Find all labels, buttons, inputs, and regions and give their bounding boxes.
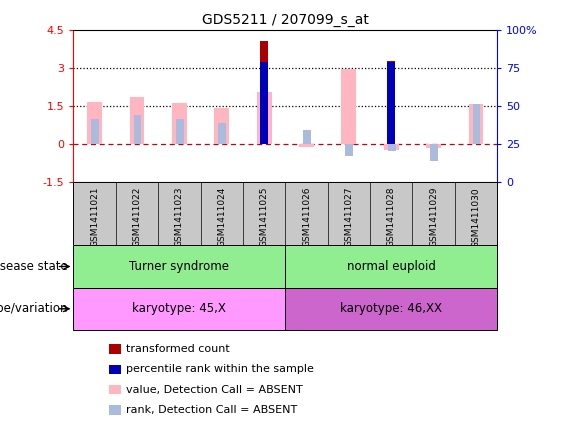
Bar bbox=[73, 245, 285, 288]
Bar bbox=[468, 104, 484, 144]
Text: percentile rank within the sample: percentile rank within the sample bbox=[126, 364, 314, 374]
Bar bbox=[303, 130, 311, 144]
Text: GSM1411024: GSM1411024 bbox=[218, 187, 226, 247]
Text: GSM1411026: GSM1411026 bbox=[302, 187, 311, 247]
Text: Turner syndrome: Turner syndrome bbox=[129, 260, 229, 273]
Text: GSM1411027: GSM1411027 bbox=[345, 187, 353, 247]
Text: genotype/variation: genotype/variation bbox=[0, 302, 68, 315]
Bar bbox=[388, 61, 395, 144]
Bar bbox=[176, 119, 184, 144]
Bar bbox=[133, 115, 141, 144]
Bar bbox=[299, 144, 314, 147]
Bar bbox=[260, 41, 268, 144]
Bar bbox=[388, 62, 395, 144]
Bar bbox=[431, 144, 438, 161]
Bar bbox=[87, 102, 102, 144]
Bar bbox=[285, 245, 497, 288]
Text: karyotype: 45,X: karyotype: 45,X bbox=[132, 302, 227, 315]
Text: GSM1411028: GSM1411028 bbox=[387, 187, 396, 247]
Bar bbox=[384, 144, 399, 150]
Text: GSM1411030: GSM1411030 bbox=[472, 187, 480, 247]
Text: rank, Detection Call = ABSENT: rank, Detection Call = ABSENT bbox=[126, 405, 297, 415]
Bar bbox=[426, 144, 441, 148]
Bar bbox=[218, 123, 226, 144]
Bar bbox=[346, 144, 353, 156]
Text: transformed count: transformed count bbox=[126, 344, 230, 354]
Bar bbox=[285, 288, 497, 330]
Text: GSM1411021: GSM1411021 bbox=[90, 187, 99, 247]
Bar bbox=[388, 144, 396, 151]
Text: disease state: disease state bbox=[0, 260, 68, 273]
Bar bbox=[341, 69, 357, 144]
Text: GSM1411023: GSM1411023 bbox=[175, 187, 184, 247]
Bar bbox=[214, 107, 229, 144]
Bar bbox=[73, 288, 285, 330]
Title: GDS5211 / 207099_s_at: GDS5211 / 207099_s_at bbox=[202, 13, 369, 27]
Bar bbox=[257, 92, 272, 144]
Text: value, Detection Call = ABSENT: value, Detection Call = ABSENT bbox=[126, 385, 303, 395]
Text: GSM1411022: GSM1411022 bbox=[133, 187, 141, 247]
Bar bbox=[92, 119, 99, 144]
Bar bbox=[260, 62, 268, 144]
Text: normal euploid: normal euploid bbox=[347, 260, 436, 273]
Text: GSM1411029: GSM1411029 bbox=[429, 187, 438, 247]
Bar bbox=[129, 97, 145, 144]
Bar bbox=[472, 104, 480, 144]
Bar bbox=[172, 103, 187, 144]
Text: GSM1411025: GSM1411025 bbox=[260, 187, 268, 247]
Text: karyotype: 46,XX: karyotype: 46,XX bbox=[340, 302, 442, 315]
